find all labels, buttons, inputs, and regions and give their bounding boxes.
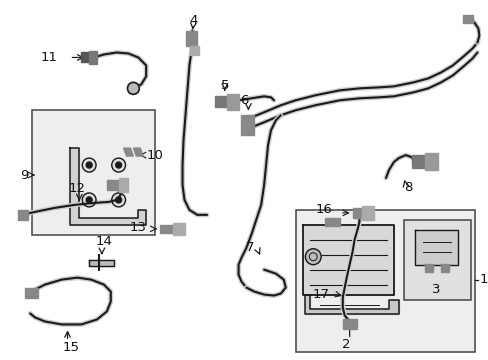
Text: 5: 5	[220, 79, 228, 92]
Polygon shape	[440, 264, 448, 272]
Polygon shape	[305, 294, 398, 315]
Polygon shape	[415, 230, 457, 265]
Circle shape	[305, 249, 321, 265]
Bar	[32, 110, 155, 235]
Polygon shape	[119, 178, 128, 192]
Circle shape	[86, 197, 92, 203]
Polygon shape	[172, 223, 185, 235]
Polygon shape	[123, 148, 133, 156]
Circle shape	[127, 82, 139, 94]
Text: 15: 15	[63, 341, 80, 354]
Circle shape	[116, 197, 122, 203]
Circle shape	[116, 162, 122, 168]
Polygon shape	[425, 153, 437, 170]
Polygon shape	[69, 148, 146, 225]
Circle shape	[112, 158, 125, 172]
Text: 3: 3	[431, 283, 440, 296]
Polygon shape	[352, 208, 366, 218]
Polygon shape	[342, 319, 356, 329]
Polygon shape	[462, 15, 471, 23]
Circle shape	[112, 193, 125, 207]
Text: 14: 14	[95, 235, 112, 248]
Polygon shape	[81, 53, 89, 62]
Polygon shape	[425, 264, 432, 272]
Polygon shape	[89, 50, 97, 64]
Text: 16: 16	[315, 203, 332, 216]
Polygon shape	[25, 288, 38, 298]
Polygon shape	[240, 115, 254, 135]
Polygon shape	[107, 180, 119, 190]
Text: 2: 2	[342, 338, 350, 351]
Text: 17: 17	[312, 288, 329, 301]
Text: 7: 7	[245, 241, 254, 254]
Polygon shape	[89, 260, 114, 266]
Polygon shape	[411, 155, 425, 168]
Polygon shape	[19, 210, 28, 220]
Polygon shape	[186, 31, 197, 45]
Polygon shape	[362, 206, 373, 220]
Text: 12: 12	[69, 182, 86, 195]
Text: 9: 9	[20, 168, 28, 181]
Circle shape	[82, 193, 96, 207]
Circle shape	[82, 158, 96, 172]
Text: 11: 11	[41, 51, 58, 64]
Polygon shape	[160, 225, 172, 233]
Polygon shape	[226, 94, 238, 110]
Bar	[403, 220, 469, 300]
Text: 13: 13	[129, 221, 146, 234]
Text: 1: 1	[478, 273, 487, 286]
Text: 6: 6	[240, 94, 248, 107]
Polygon shape	[190, 45, 199, 55]
Polygon shape	[303, 225, 393, 294]
Polygon shape	[133, 148, 143, 156]
Bar	[295, 210, 474, 352]
Polygon shape	[215, 96, 226, 107]
Polygon shape	[325, 218, 339, 226]
Text: 4: 4	[189, 14, 197, 27]
Text: 10: 10	[146, 149, 163, 162]
Circle shape	[86, 162, 92, 168]
Text: 8: 8	[404, 181, 412, 194]
